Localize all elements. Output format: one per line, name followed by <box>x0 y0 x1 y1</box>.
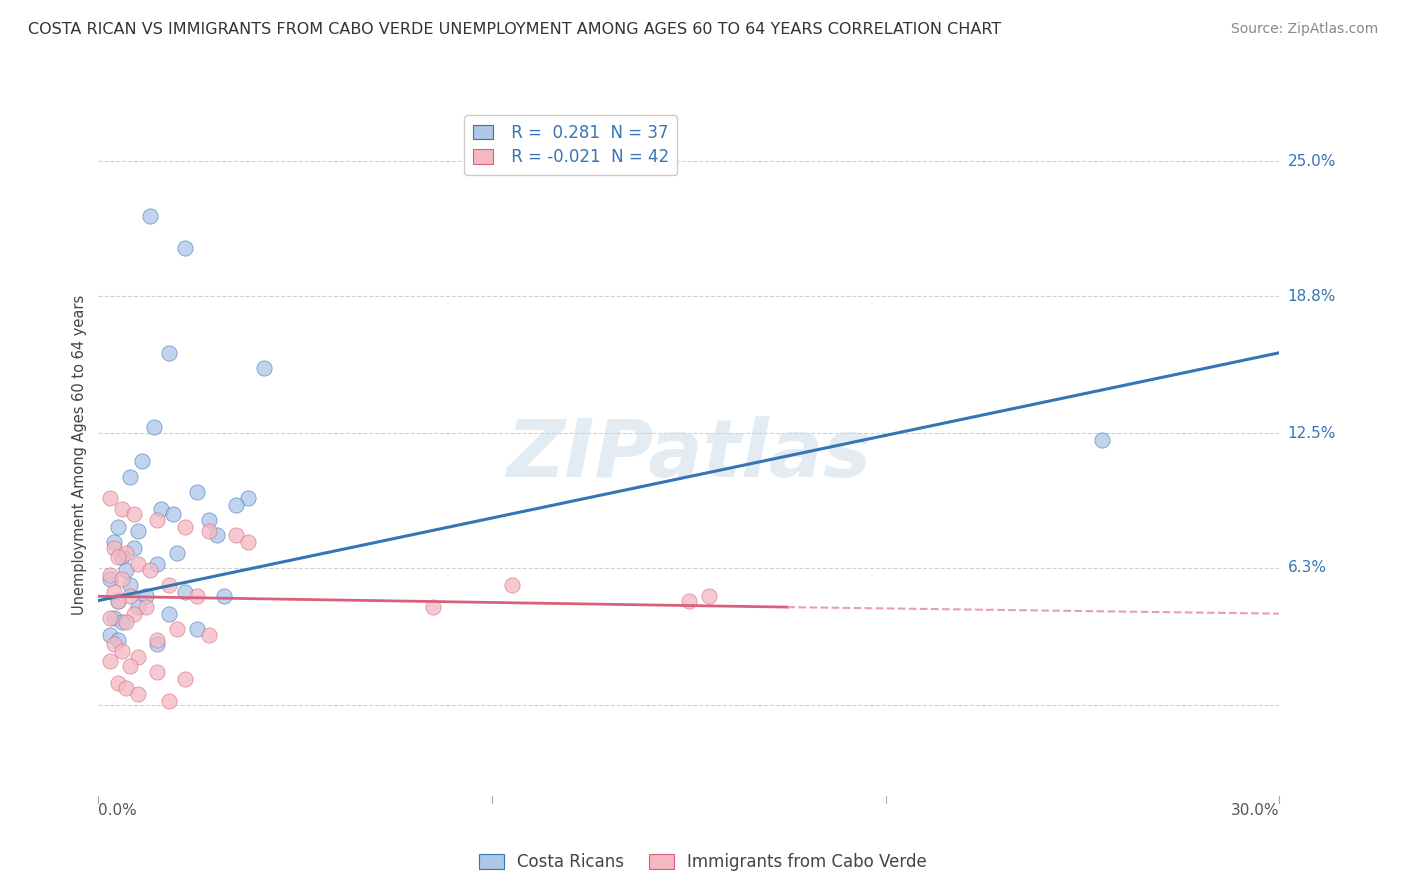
Point <box>107 676 129 690</box>
Text: COSTA RICAN VS IMMIGRANTS FROM CABO VERDE UNEMPLOYMENT AMONG AGES 60 TO 64 YEARS: COSTA RICAN VS IMMIGRANTS FROM CABO VERD… <box>28 22 1001 37</box>
Point <box>111 572 134 586</box>
Point <box>127 687 149 701</box>
Point <box>186 484 208 499</box>
Point <box>157 578 180 592</box>
Text: 30.0%: 30.0% <box>1232 803 1279 818</box>
Point <box>253 361 276 376</box>
Point <box>122 541 145 556</box>
Point <box>146 632 169 647</box>
Point <box>118 578 141 592</box>
Point <box>197 524 219 538</box>
Point <box>205 528 228 542</box>
Point <box>157 693 180 707</box>
Y-axis label: Unemployment Among Ages 60 to 64 years: Unemployment Among Ages 60 to 64 years <box>72 294 87 615</box>
Point <box>138 563 160 577</box>
Point <box>98 611 121 625</box>
Point <box>166 546 188 560</box>
Point <box>98 491 121 506</box>
Point <box>174 672 197 686</box>
Point <box>157 345 180 359</box>
Point <box>236 534 259 549</box>
Point <box>186 589 208 603</box>
Point <box>98 628 121 642</box>
Point <box>122 607 145 621</box>
Point <box>225 498 247 512</box>
Text: 6.3%: 6.3% <box>1288 560 1327 575</box>
Text: 12.5%: 12.5% <box>1288 425 1336 441</box>
Point <box>162 507 184 521</box>
Point <box>103 541 125 556</box>
Point <box>111 550 134 565</box>
Point <box>127 524 149 538</box>
Text: ZIPatlas: ZIPatlas <box>506 416 872 494</box>
Point <box>146 637 169 651</box>
Point <box>197 628 219 642</box>
Point <box>236 491 259 506</box>
Point <box>501 578 523 592</box>
Point <box>118 658 141 673</box>
Point <box>422 600 444 615</box>
Point <box>103 637 125 651</box>
Legend: Costa Ricans, Immigrants from Cabo Verde: Costa Ricans, Immigrants from Cabo Verde <box>471 845 935 880</box>
Point <box>150 502 173 516</box>
Point <box>107 519 129 533</box>
Point <box>146 513 169 527</box>
Point <box>111 615 134 630</box>
Point <box>111 502 134 516</box>
Point <box>111 643 134 657</box>
Point <box>214 589 236 603</box>
Point <box>115 563 138 577</box>
Point <box>107 550 129 565</box>
Point <box>135 589 157 603</box>
Point <box>127 600 149 615</box>
Text: 18.8%: 18.8% <box>1288 289 1336 303</box>
Point <box>98 567 121 582</box>
Point <box>115 546 138 560</box>
Point <box>678 593 700 607</box>
Point <box>118 469 141 483</box>
Point <box>157 607 180 621</box>
Point <box>103 534 125 549</box>
Point <box>1091 433 1114 447</box>
Legend:  R =  0.281  N = 37,  R = -0.021  N = 42: R = 0.281 N = 37, R = -0.021 N = 42 <box>464 115 678 175</box>
Point <box>107 593 129 607</box>
Point <box>166 622 188 636</box>
Point <box>697 589 720 603</box>
Point <box>107 593 129 607</box>
Text: 25.0%: 25.0% <box>1288 154 1336 169</box>
Point <box>122 507 145 521</box>
Point <box>131 454 153 468</box>
Point <box>142 419 165 434</box>
Text: Source: ZipAtlas.com: Source: ZipAtlas.com <box>1230 22 1378 37</box>
Point <box>118 589 141 603</box>
Point <box>146 557 169 571</box>
Point <box>103 585 125 599</box>
Point <box>98 572 121 586</box>
Point <box>135 600 157 615</box>
Point <box>174 241 197 255</box>
Point <box>186 622 208 636</box>
Point <box>127 650 149 665</box>
Point <box>103 611 125 625</box>
Point <box>115 681 138 695</box>
Point <box>115 615 138 630</box>
Point <box>225 528 247 542</box>
Point <box>174 519 197 533</box>
Point <box>107 632 129 647</box>
Point <box>146 665 169 680</box>
Point <box>98 655 121 669</box>
Text: 0.0%: 0.0% <box>98 803 138 818</box>
Point <box>127 557 149 571</box>
Point <box>138 209 160 223</box>
Point <box>197 513 219 527</box>
Point <box>174 585 197 599</box>
